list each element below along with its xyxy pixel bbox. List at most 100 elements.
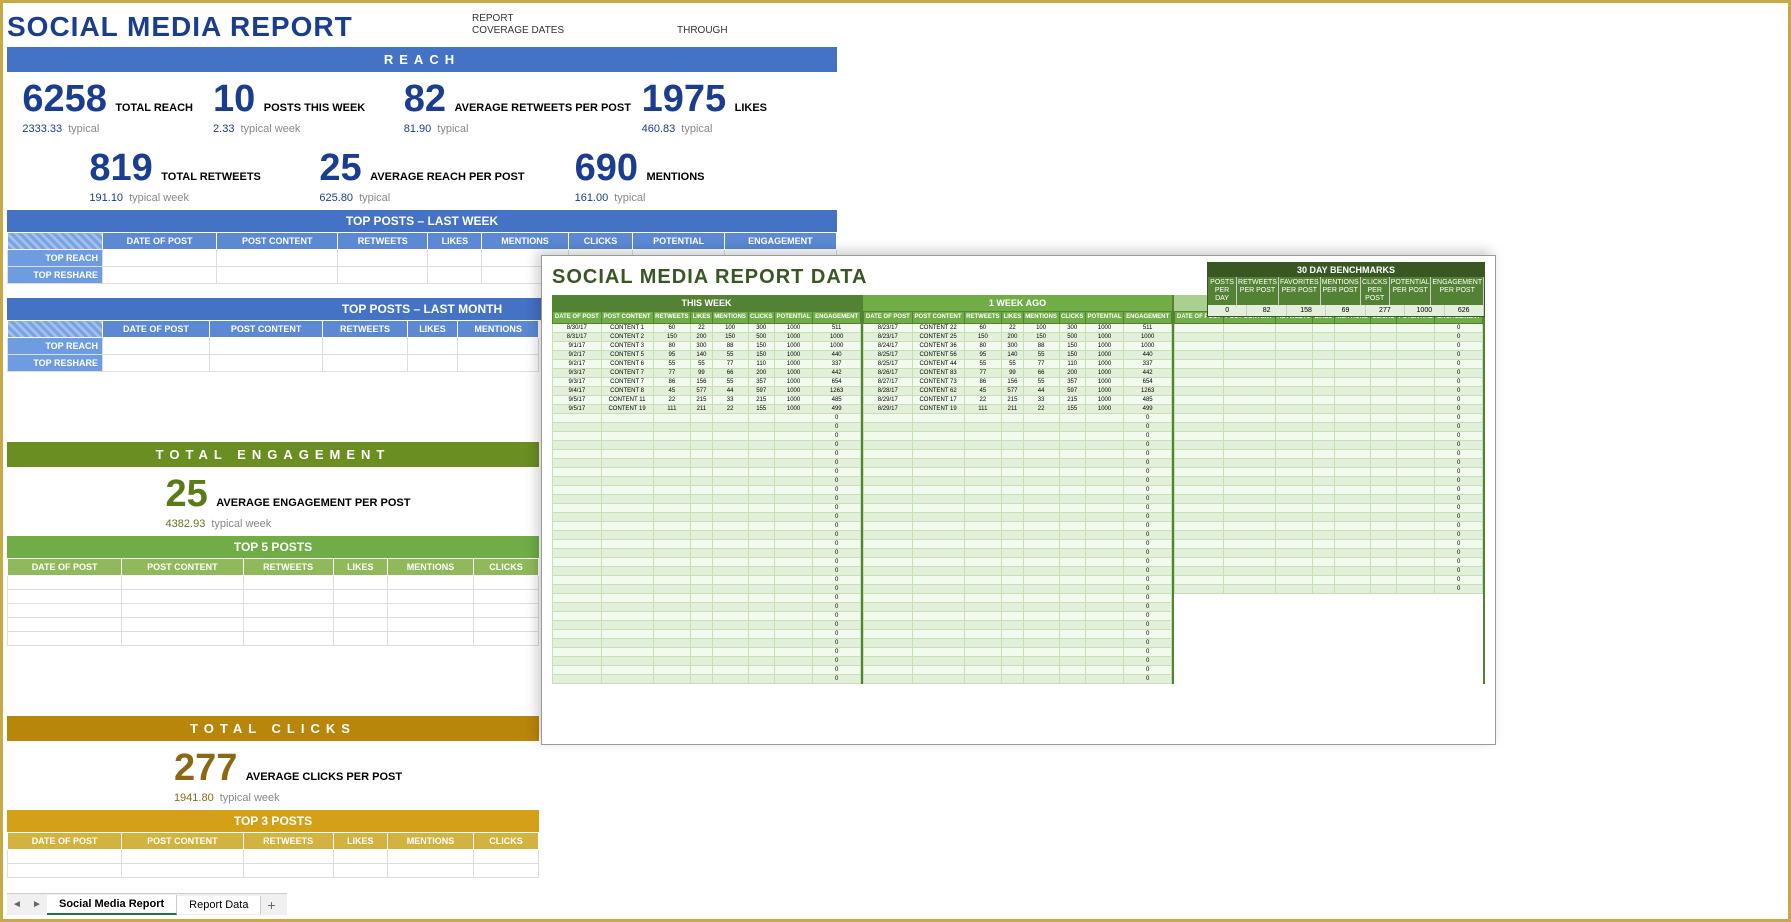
data-cell[interactable] bbox=[912, 495, 964, 504]
data-cell[interactable]: 8/28/17 bbox=[864, 387, 913, 396]
data-cell[interactable] bbox=[1275, 558, 1313, 567]
data-cell[interactable] bbox=[1002, 612, 1023, 621]
data-cell[interactable]: CONTENT 62 bbox=[912, 387, 964, 396]
data-cell[interactable]: 77 bbox=[653, 369, 691, 378]
data-cell[interactable] bbox=[1002, 432, 1023, 441]
data-cell[interactable] bbox=[1085, 603, 1123, 612]
data-cell[interactable] bbox=[864, 414, 913, 423]
data-cell[interactable] bbox=[1059, 648, 1085, 657]
data-cell[interactable] bbox=[1313, 378, 1334, 387]
data-cell[interactable] bbox=[1313, 468, 1334, 477]
data-cell[interactable]: 500 bbox=[1059, 333, 1085, 342]
data-cell[interactable] bbox=[1085, 423, 1123, 432]
data-cell[interactable]: 8/30/17 bbox=[553, 324, 602, 333]
data-cell[interactable] bbox=[1275, 495, 1313, 504]
data-cell[interactable]: 0 bbox=[1124, 522, 1172, 531]
table-cell[interactable] bbox=[333, 632, 387, 646]
data-cell[interactable] bbox=[1370, 522, 1396, 531]
data-cell[interactable] bbox=[1223, 585, 1275, 594]
data-cell[interactable] bbox=[712, 603, 748, 612]
data-cell[interactable] bbox=[1023, 675, 1059, 684]
data-cell[interactable] bbox=[712, 621, 748, 630]
data-cell[interactable] bbox=[553, 666, 602, 675]
data-cell[interactable] bbox=[1023, 495, 1059, 504]
data-cell[interactable] bbox=[748, 558, 774, 567]
data-cell[interactable] bbox=[1175, 396, 1224, 405]
table-cell[interactable] bbox=[333, 864, 387, 878]
data-cell[interactable]: 0 bbox=[813, 639, 861, 648]
data-cell[interactable] bbox=[1370, 495, 1396, 504]
data-cell[interactable] bbox=[1023, 612, 1059, 621]
data-cell[interactable] bbox=[912, 477, 964, 486]
data-cell[interactable]: 0 bbox=[813, 432, 861, 441]
data-cell[interactable]: 0 bbox=[1124, 585, 1172, 594]
data-cell[interactable] bbox=[601, 522, 653, 531]
data-cell[interactable] bbox=[691, 450, 712, 459]
data-cell[interactable] bbox=[553, 612, 602, 621]
data-cell[interactable] bbox=[1275, 567, 1313, 576]
data-cell[interactable] bbox=[964, 432, 1002, 441]
data-cell[interactable] bbox=[1085, 549, 1123, 558]
data-cell[interactable] bbox=[1370, 450, 1396, 459]
data-cell[interactable] bbox=[712, 459, 748, 468]
data-cell[interactable] bbox=[774, 639, 812, 648]
data-cell[interactable] bbox=[691, 585, 712, 594]
data-cell[interactable]: 0 bbox=[813, 558, 861, 567]
data-cell[interactable] bbox=[691, 477, 712, 486]
data-cell[interactable] bbox=[691, 576, 712, 585]
data-cell[interactable] bbox=[748, 657, 774, 666]
data-cell[interactable] bbox=[1334, 405, 1370, 414]
data-cell[interactable]: 77 bbox=[964, 369, 1002, 378]
data-cell[interactable] bbox=[601, 603, 653, 612]
data-cell[interactable] bbox=[1370, 351, 1396, 360]
data-cell[interactable] bbox=[1313, 495, 1334, 504]
data-cell[interactable] bbox=[1313, 423, 1334, 432]
data-cell[interactable] bbox=[1223, 549, 1275, 558]
data-cell[interactable] bbox=[912, 450, 964, 459]
data-cell[interactable] bbox=[712, 477, 748, 486]
data-cell[interactable] bbox=[1313, 432, 1334, 441]
data-cell[interactable]: 0 bbox=[1124, 423, 1172, 432]
data-cell[interactable]: 9/3/17 bbox=[553, 378, 602, 387]
data-cell[interactable] bbox=[1370, 513, 1396, 522]
data-cell[interactable] bbox=[1085, 540, 1123, 549]
data-cell[interactable] bbox=[1085, 459, 1123, 468]
data-cell[interactable] bbox=[1396, 369, 1434, 378]
data-cell[interactable] bbox=[553, 621, 602, 630]
data-cell[interactable] bbox=[1223, 342, 1275, 351]
data-cell[interactable] bbox=[1396, 423, 1434, 432]
data-cell[interactable]: 357 bbox=[1059, 378, 1085, 387]
data-cell[interactable] bbox=[601, 495, 653, 504]
data-cell[interactable] bbox=[553, 639, 602, 648]
data-cell[interactable] bbox=[774, 477, 812, 486]
data-cell[interactable] bbox=[748, 468, 774, 477]
data-cell[interactable] bbox=[774, 621, 812, 630]
data-cell[interactable] bbox=[774, 450, 812, 459]
data-cell[interactable] bbox=[653, 423, 691, 432]
data-cell[interactable] bbox=[1370, 387, 1396, 396]
data-cell[interactable] bbox=[1085, 558, 1123, 567]
data-cell[interactable] bbox=[1334, 396, 1370, 405]
table-cell[interactable] bbox=[338, 250, 428, 267]
data-cell[interactable]: 0 bbox=[1435, 396, 1483, 405]
table-cell[interactable] bbox=[387, 590, 473, 604]
data-cell[interactable] bbox=[1002, 486, 1023, 495]
data-cell[interactable] bbox=[553, 522, 602, 531]
data-cell[interactable] bbox=[553, 594, 602, 603]
data-cell[interactable] bbox=[1370, 567, 1396, 576]
data-cell[interactable]: 0 bbox=[1124, 639, 1172, 648]
data-cell[interactable]: CONTENT 19 bbox=[912, 405, 964, 414]
data-cell[interactable] bbox=[601, 639, 653, 648]
table-cell[interactable] bbox=[243, 864, 333, 878]
data-cell[interactable]: 22 bbox=[691, 324, 712, 333]
data-cell[interactable] bbox=[712, 630, 748, 639]
data-cell[interactable] bbox=[774, 468, 812, 477]
data-cell[interactable]: 156 bbox=[691, 378, 712, 387]
data-cell[interactable] bbox=[601, 513, 653, 522]
data-cell[interactable] bbox=[1396, 450, 1434, 459]
data-cell[interactable] bbox=[1085, 630, 1123, 639]
data-cell[interactable] bbox=[1175, 585, 1224, 594]
data-cell[interactable]: 211 bbox=[691, 405, 712, 414]
data-cell[interactable]: 0 bbox=[813, 666, 861, 675]
data-cell[interactable]: 0 bbox=[813, 486, 861, 495]
